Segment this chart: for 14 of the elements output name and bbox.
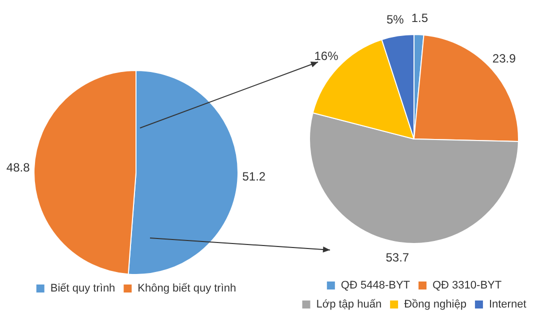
legend-label: Biết quy trình — [50, 282, 116, 295]
legend-label: Đồng nghiệp — [404, 298, 466, 311]
legend-label: Không biết quy trình — [138, 282, 236, 295]
data-label: 5% — [386, 12, 404, 26]
data-label: 51.2 — [242, 169, 266, 184]
legend-label: QĐ 3310-BYT — [432, 280, 502, 292]
data-label: 53.7 — [386, 250, 410, 265]
data-label: 16% — [314, 48, 339, 63]
data-label: 23.9 — [492, 51, 516, 66]
legend-label: Lớp tập huấn — [316, 298, 382, 311]
data-label: 48.8 — [6, 160, 30, 174]
data-label: 1.5 — [411, 10, 428, 25]
legend-label: Internet — [488, 298, 526, 311]
legend-label: QĐ 5448-BYT — [340, 280, 410, 292]
